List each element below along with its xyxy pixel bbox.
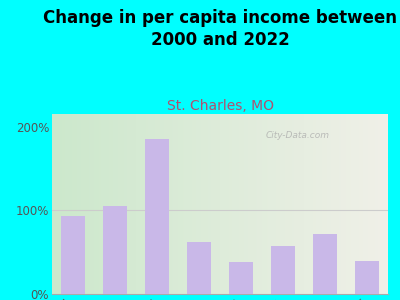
Bar [230, 262, 252, 294]
Bar [188, 242, 210, 294]
Bar [356, 260, 378, 294]
Bar [272, 246, 294, 294]
Bar [146, 139, 168, 294]
Bar [104, 206, 126, 294]
Text: St. Charles, MO: St. Charles, MO [166, 99, 274, 113]
Bar [314, 234, 336, 294]
Text: Change in per capita income between
2000 and 2022: Change in per capita income between 2000… [43, 9, 397, 49]
Text: City-Data.com: City-Data.com [265, 131, 329, 140]
Bar [62, 216, 84, 294]
